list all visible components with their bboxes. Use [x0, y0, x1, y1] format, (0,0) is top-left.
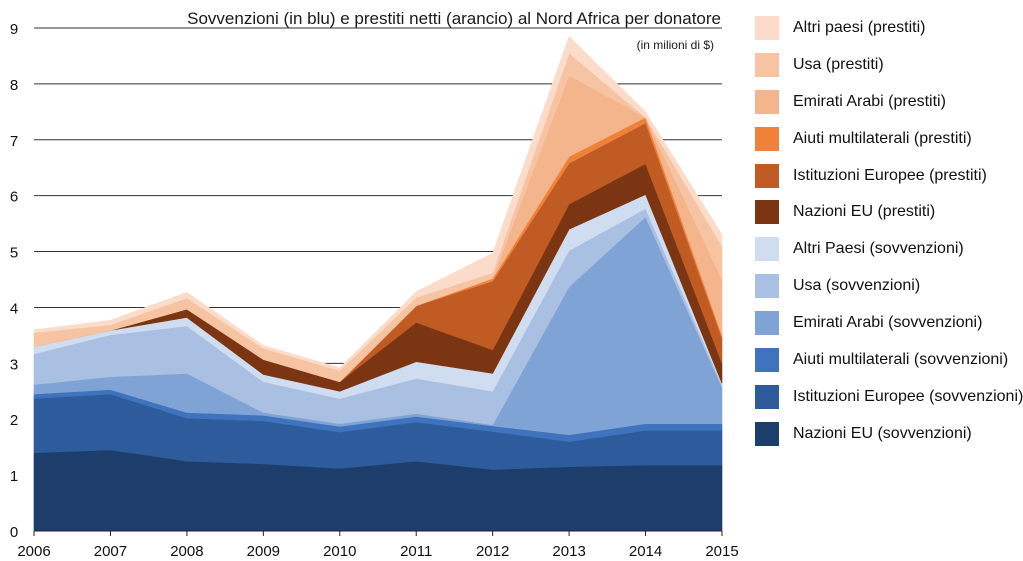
y-tick-label-9: 9 [10, 21, 18, 38]
x-tick-label-9: 2015 [705, 543, 738, 560]
x-tick-label-3: 2009 [247, 543, 280, 560]
legend-swatch [755, 348, 779, 373]
legend-label: Usa (prestiti) [793, 55, 884, 73]
y-tick-label-0: 0 [10, 524, 18, 541]
legend-item-0: Nazioni EU (sovvenzioni) [755, 419, 1023, 456]
legend-swatch [755, 237, 779, 262]
y-tick-label-3: 3 [10, 356, 18, 373]
legend-swatch [755, 52, 779, 77]
legend-swatch [755, 16, 779, 40]
legend-item-3: Emirati Arabi (sovvenzioni) [755, 308, 1023, 345]
legend-label: Emirati Arabi (prestiti) [793, 92, 946, 110]
legend-item-9: Emirati Arabi (prestiti) [755, 87, 1023, 124]
y-tick-label-7: 7 [10, 133, 18, 150]
legend-item-11: Altri paesi (prestiti) [755, 13, 1023, 50]
legend-item-6: Nazioni EU (prestiti) [755, 197, 1023, 234]
x-tick-label-5: 2011 [400, 543, 432, 560]
chart-title: Sovvenzioni (in blu) e prestiti netti (a… [187, 9, 721, 28]
legend-item-10: Usa (prestiti) [755, 50, 1023, 87]
x-tick-label-6: 2012 [476, 543, 509, 560]
legend-label: Altri Paesi (sovvenzioni) [793, 240, 964, 258]
x-tick-label-0: 2006 [17, 543, 50, 560]
chart-subtitle: (in milioni di $) [636, 38, 714, 52]
legend-item-4: Usa (sovvenzioni) [755, 271, 1023, 308]
legend-swatch [755, 421, 779, 446]
legend-swatch [755, 163, 779, 188]
x-tick-label-1: 2007 [94, 543, 127, 560]
y-tick-label-4: 4 [10, 300, 18, 317]
y-tick-label-6: 6 [10, 189, 18, 206]
legend-label: Istituzioni Europee (sovvenzioni) [793, 387, 1023, 405]
axis-layer: 0 1 2 3 4 5 6 7 8 9 2006 2007 2008 2009 2010 2011 2012 20… [10, 21, 739, 560]
legend-label: Emirati Arabi (sovvenzioni) [793, 314, 983, 332]
x-tick-label-8: 2014 [629, 543, 662, 560]
legend-item-8: Aiuti multilaterali (prestiti) [755, 124, 1023, 161]
legend-swatch [755, 89, 779, 114]
legend-item-2: Aiuti multilaterali (sovvenzioni) [755, 345, 1023, 382]
area-series-11 [33, 35, 723, 371]
legend-swatch [755, 274, 779, 299]
y-tick-label-8: 8 [10, 77, 18, 94]
legend-item-7: Istituzioni Europee (prestiti) [755, 161, 1023, 198]
legend-label: Istituzioni Europee (prestiti) [793, 166, 987, 184]
legend-label: Aiuti multilaterali (prestiti) [793, 129, 972, 147]
legend-swatch [755, 311, 779, 336]
legend-swatch [755, 200, 779, 225]
y-tick-label-1: 1 [10, 468, 18, 485]
x-tick-label-4: 2010 [323, 543, 356, 560]
y-tick-label-2: 2 [10, 412, 18, 429]
legend-label: Altri paesi (prestiti) [793, 19, 926, 36]
area-layer [33, 35, 723, 532]
legend-label: Nazioni EU (sovvenzioni) [793, 424, 972, 442]
x-tick-label-2: 2008 [170, 543, 203, 560]
legend-item-5: Altri Paesi (sovvenzioni) [755, 234, 1023, 271]
legend-label: Aiuti multilaterali (sovvenzioni) [793, 351, 1009, 369]
legend: Altri paesi (prestiti) Usa (prestiti) Emir… [755, 13, 1023, 456]
x-tick-label-7: 2013 [552, 543, 585, 560]
legend-swatch [755, 384, 779, 409]
legend-label: Nazioni EU (prestiti) [793, 203, 936, 221]
y-tick-label-5: 5 [10, 245, 18, 262]
legend-label: Usa (sovvenzioni) [793, 277, 921, 295]
legend-item-1: Istituzioni Europee (sovvenzioni) [755, 382, 1023, 419]
legend-swatch [755, 126, 779, 151]
